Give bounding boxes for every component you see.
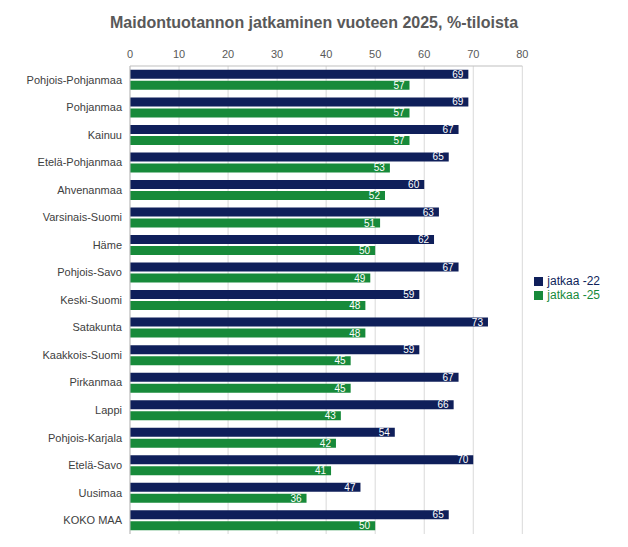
svg-text:Varsinais-Suomi: Varsinais-Suomi — [43, 211, 122, 223]
svg-text:KOKO MAA: KOKO MAA — [63, 514, 122, 526]
svg-text:50: 50 — [359, 520, 371, 531]
svg-text:65: 65 — [433, 509, 445, 520]
svg-text:40: 40 — [320, 48, 332, 60]
svg-text:51: 51 — [364, 218, 376, 229]
svg-text:Keski-Suomi: Keski-Suomi — [60, 294, 122, 306]
svg-text:10: 10 — [173, 48, 185, 60]
svg-text:62: 62 — [418, 234, 430, 245]
svg-text:Pirkanmaa: Pirkanmaa — [69, 376, 122, 388]
svg-text:36: 36 — [290, 493, 302, 504]
svg-text:65: 65 — [433, 151, 445, 162]
svg-text:50: 50 — [359, 245, 371, 256]
svg-text:63: 63 — [423, 207, 435, 218]
svg-text:70: 70 — [467, 48, 479, 60]
svg-text:20: 20 — [222, 48, 234, 60]
svg-text:Lappi: Lappi — [95, 404, 122, 416]
svg-text:57: 57 — [393, 107, 405, 118]
html-text:jatkaa -22: jatkaa -22 — [547, 274, 600, 288]
svg-text:70: 70 — [457, 454, 469, 465]
svg-text:66: 66 — [438, 399, 450, 410]
svg-text:Satakunta: Satakunta — [72, 321, 122, 333]
svg-text:43: 43 — [325, 410, 337, 421]
svg-text:60: 60 — [408, 179, 420, 190]
svg-text:Uusimaa: Uusimaa — [79, 487, 123, 499]
svg-text:69: 69 — [452, 69, 464, 80]
svg-text:59: 59 — [403, 344, 415, 355]
svg-text:45: 45 — [335, 383, 347, 394]
svg-text:67: 67 — [442, 124, 454, 135]
svg-text:48: 48 — [349, 328, 361, 339]
svg-text:53: 53 — [374, 162, 386, 173]
svg-text:50: 50 — [369, 48, 381, 60]
svg-text:Ahvenanmaa: Ahvenanmaa — [57, 184, 123, 196]
svg-text:67: 67 — [442, 372, 454, 383]
svg-text:0: 0 — [127, 48, 133, 60]
svg-text:Pohjanmaa: Pohjanmaa — [66, 101, 123, 113]
svg-text:30: 30 — [271, 48, 283, 60]
svg-text:69: 69 — [452, 96, 464, 107]
svg-text:Kainuu: Kainuu — [88, 129, 122, 141]
svg-text:Etelä-Savo: Etelä-Savo — [68, 459, 122, 471]
svg-text:47: 47 — [344, 482, 356, 493]
svg-text:Pohjois-Pohjanmaa: Pohjois-Pohjanmaa — [27, 74, 123, 86]
svg-text:67: 67 — [442, 262, 454, 273]
svg-text:Etelä-Pohjanmaa: Etelä-Pohjanmaa — [38, 156, 123, 168]
svg-text:Pohjois-Karjala: Pohjois-Karjala — [48, 432, 123, 444]
svg-text:48: 48 — [349, 300, 361, 311]
html-text:Maidontuotannon jatkaminen vuo: Maidontuotannon jatkaminen vuoteen 2025,… — [110, 14, 518, 31]
svg-text:60: 60 — [418, 48, 430, 60]
html-text:jatkaa -25: jatkaa -25 — [547, 288, 600, 302]
svg-text:80: 80 — [516, 48, 528, 60]
svg-text:57: 57 — [393, 80, 405, 91]
svg-text:42: 42 — [320, 438, 332, 449]
svg-text:41: 41 — [315, 465, 327, 476]
svg-text:Häme: Häme — [93, 239, 122, 251]
svg-text:73: 73 — [472, 317, 484, 328]
svg-text:54: 54 — [379, 427, 391, 438]
svg-text:45: 45 — [335, 355, 347, 366]
svg-text:59: 59 — [403, 289, 415, 300]
svg-text:Kaakkois-Suomi: Kaakkois-Suomi — [43, 349, 122, 361]
svg-text:Pohjois-Savo: Pohjois-Savo — [57, 266, 122, 278]
svg-text:52: 52 — [369, 190, 381, 201]
svg-text:49: 49 — [354, 273, 366, 284]
svg-text:57: 57 — [393, 135, 405, 146]
